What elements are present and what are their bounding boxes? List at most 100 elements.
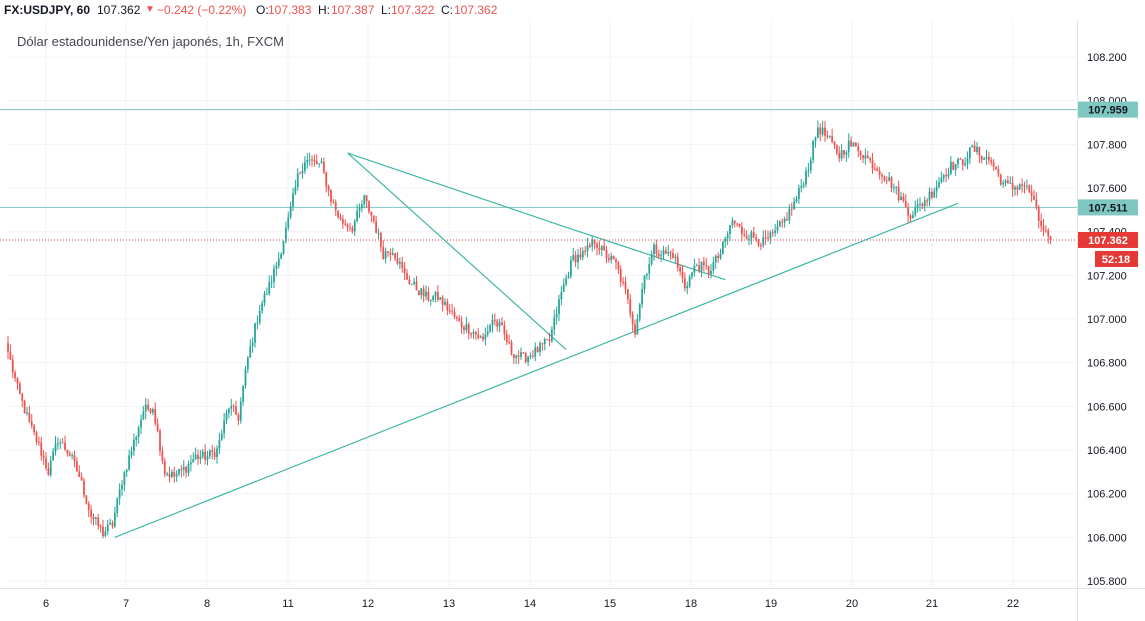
trend-line[interactable] [114, 202, 959, 538]
candle-body [505, 334, 508, 342]
level-badge-label: 107.511 [1088, 202, 1127, 214]
candle-body [617, 262, 620, 270]
x-tick-label: 18 [685, 598, 697, 610]
candle-body [710, 270, 712, 274]
candle-body [942, 175, 945, 178]
candle-body [759, 245, 762, 247]
candle-body [902, 196, 905, 201]
candle-body [420, 288, 423, 296]
candle-body [118, 489, 121, 499]
candle-body [318, 163, 321, 165]
candle-body [391, 253, 394, 255]
candle-body [752, 232, 755, 238]
candle-body [522, 352, 525, 354]
candle-body [137, 427, 140, 437]
candle-body [382, 247, 385, 259]
candle-body [774, 230, 777, 233]
candle-body [1004, 180, 1007, 183]
candle-body [1040, 220, 1043, 227]
candle-body [363, 195, 366, 205]
candle-body [28, 412, 31, 422]
candle-body [92, 516, 95, 519]
candle-body [940, 177, 943, 183]
candle-body [900, 196, 902, 200]
candle-body [579, 254, 582, 258]
candle-body [23, 400, 26, 414]
candle-body [926, 200, 929, 202]
candle-body [26, 412, 28, 414]
candle-body [448, 310, 451, 312]
high-label: H: [318, 3, 330, 17]
candle-body [997, 168, 1000, 175]
symbol-label: FX:USDJPY, 60 [4, 3, 91, 17]
candle-body [389, 252, 392, 255]
candle-body [87, 503, 90, 510]
candle-body [1042, 226, 1045, 231]
candle-body [360, 204, 363, 209]
candle-body [921, 203, 924, 206]
candle-body [482, 336, 484, 340]
price-axis[interactable]: 105.800 106.000 106.200 106.400 106.600 106.8… [1087, 52, 1127, 588]
trend-line[interactable] [347, 152, 567, 228]
candle-body [330, 189, 332, 203]
candle-body [980, 155, 983, 160]
candle-body [691, 272, 693, 277]
candle-body [674, 256, 677, 258]
candle-body [838, 153, 841, 159]
candle-body [626, 289, 629, 300]
candle-body [543, 339, 546, 344]
down-arrow-icon: ▼ [145, 4, 155, 15]
candle-body [132, 439, 135, 452]
y-tick-label: 106.600 [1087, 401, 1127, 413]
candle-body [959, 158, 962, 160]
candle-body [588, 245, 591, 247]
candle-body [866, 155, 869, 159]
candle-body [427, 291, 430, 301]
candle-body [192, 459, 195, 463]
candle-body [629, 299, 632, 315]
candle-body [1037, 206, 1040, 221]
candle-body [973, 145, 976, 152]
candle-body [470, 333, 473, 335]
candle-body [534, 347, 537, 357]
candle-body [211, 450, 214, 453]
candle-body [451, 310, 454, 312]
candle-body [512, 354, 515, 359]
candle-body [68, 453, 71, 456]
candle-body [764, 237, 767, 239]
candle-body [308, 159, 311, 161]
candle-body [1030, 191, 1033, 196]
candle-body [251, 342, 254, 347]
time-axis[interactable]: 6 7 8 11 12 13 14 15 18 19 20 21 22 [43, 598, 1019, 610]
candle-body [52, 451, 55, 461]
candle-body [415, 281, 418, 291]
candle-body [313, 159, 316, 162]
change-value: −0.242 (−0.22%) [157, 3, 247, 17]
candle-body [814, 137, 817, 142]
candle-body [254, 323, 256, 343]
candle-body [510, 342, 513, 355]
candle-body [783, 218, 786, 223]
candle-body [180, 468, 183, 470]
candle-body [249, 346, 252, 358]
candle-body [493, 319, 496, 321]
candle-body [826, 135, 829, 137]
trend-lines[interactable] [114, 152, 959, 538]
candle-body [662, 250, 665, 256]
horizontal-levels[interactable] [0, 109, 1077, 241]
candle-body [273, 268, 275, 283]
candle-body [277, 258, 280, 266]
candle-body [622, 281, 625, 283]
candle-body [434, 291, 437, 297]
candle-body [911, 215, 914, 219]
candle-body [833, 141, 836, 146]
candle-body [396, 258, 399, 264]
candle-body [676, 256, 679, 268]
trend-line[interactable] [347, 152, 567, 351]
candle-body [643, 275, 646, 290]
candle-body [303, 162, 306, 171]
candle-body [828, 136, 831, 138]
candle-body [862, 155, 864, 159]
candle-body [498, 322, 501, 327]
